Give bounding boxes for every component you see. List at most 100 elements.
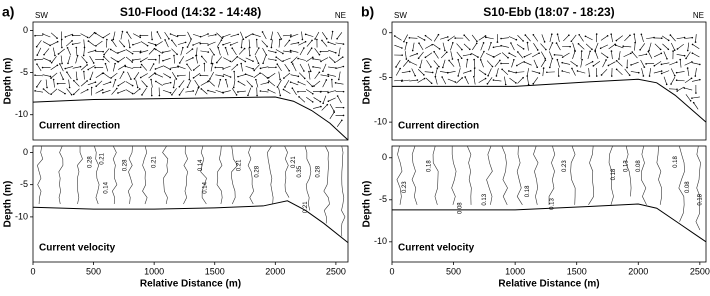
- contour-line: [502, 146, 508, 205]
- arrow-head: [150, 79, 152, 81]
- vector-arrow: [61, 40, 62, 48]
- vector-arrow: [278, 32, 282, 39]
- arrow-head: [591, 49, 593, 51]
- contour-line: [201, 146, 207, 204]
- arrow-head: [129, 47, 131, 49]
- contour-label: 0.21: [100, 152, 106, 164]
- vector-arrow: [279, 88, 281, 96]
- arrow-head: [56, 37, 58, 39]
- contour-label: 0.13: [482, 193, 488, 205]
- arrow-head: [95, 85, 97, 87]
- contour-label: 0.21: [152, 156, 158, 168]
- vector-arrow: [156, 74, 163, 77]
- vector-arrow: [37, 64, 41, 71]
- contour-line: [163, 146, 168, 204]
- arrow-head: [684, 37, 686, 39]
- arrow-head: [446, 51, 448, 53]
- vector-arrow: [315, 32, 319, 39]
- vector-arrow: [396, 60, 400, 67]
- vector-arrow: [619, 51, 620, 59]
- vector-arrow: [646, 38, 654, 39]
- arrow-head: [49, 60, 51, 62]
- vector-arrow: [501, 46, 509, 48]
- vector-arrow: [43, 89, 49, 94]
- panel-label: b): [361, 4, 374, 20]
- arrow-head: [155, 73, 157, 75]
- vector-arrow: [113, 80, 116, 88]
- vector-arrow: [178, 75, 186, 76]
- contour-label: 0.35: [297, 165, 303, 177]
- contour-label: 0.13: [624, 160, 630, 172]
- vector-arrow: [201, 34, 208, 37]
- vector-arrow: [315, 72, 320, 78]
- contour-label: 0.18: [697, 193, 703, 205]
- vector-arrow: [688, 68, 689, 76]
- arrow-head: [207, 44, 209, 46]
- vector-arrow: [291, 51, 299, 53]
- arrow-head: [62, 78, 64, 80]
- arrow-head: [113, 39, 115, 41]
- arrow-head: [447, 72, 449, 74]
- vector-arrow: [118, 81, 125, 85]
- arrow-head: [524, 56, 526, 58]
- vector-arrow: [262, 41, 267, 47]
- vector-arrow: [268, 59, 276, 60]
- arrow-head: [222, 75, 224, 77]
- contour-label: 0.14: [198, 159, 204, 171]
- arrow-head: [290, 51, 292, 53]
- arrow-head: [674, 49, 676, 51]
- vector-arrow: [178, 35, 186, 36]
- arrow-head: [433, 51, 435, 53]
- arrow-head: [473, 59, 475, 61]
- arrow-head: [626, 67, 628, 69]
- vector-arrow: [339, 72, 340, 80]
- arrow-head: [170, 33, 172, 35]
- arrow-head: [190, 38, 192, 40]
- arrow-head: [691, 61, 693, 63]
- vector-arrow: [395, 36, 402, 40]
- arrow-head: [312, 86, 314, 88]
- arrow-head: [302, 39, 304, 41]
- vector-arrow: [223, 58, 230, 62]
- arrow-head: [523, 61, 525, 63]
- contour-line: [452, 146, 456, 205]
- vector-arrow: [307, 40, 312, 46]
- vector-arrow: [254, 73, 260, 78]
- arrow-head: [455, 81, 457, 83]
- arrow-head: [154, 48, 156, 50]
- vector-arrow: [133, 59, 141, 60]
- vector-arrow: [276, 50, 283, 54]
- arrow-head: [409, 61, 411, 63]
- arrow-head: [124, 46, 126, 48]
- arrow-head: [523, 48, 525, 50]
- vector-arrow: [44, 48, 49, 54]
- panel-label: a): [2, 4, 14, 20]
- vector-arrow: [527, 68, 528, 76]
- arrow-head: [408, 60, 410, 62]
- arrow-head: [132, 85, 134, 87]
- vector-arrow: [231, 65, 237, 70]
- arrow-head: [312, 58, 314, 60]
- vector-arrow: [174, 56, 175, 64]
- arrow-head: [171, 40, 173, 42]
- vector-arrow: [336, 66, 344, 68]
- vector-arrow: [694, 103, 698, 110]
- vector-arrow: [104, 48, 109, 54]
- vector-arrow: [238, 81, 245, 85]
- x-tick-label: 500: [86, 266, 101, 276]
- vector-arrow: [140, 50, 148, 52]
- vector-arrow: [148, 42, 156, 44]
- arrow-head: [110, 49, 112, 51]
- arrow-head: [474, 67, 476, 69]
- vector-arrow: [65, 34, 72, 37]
- vector-arrow: [562, 71, 570, 73]
- vector-arrow: [193, 42, 200, 45]
- x-tick-label: 2500: [690, 266, 710, 276]
- contour-line: [37, 146, 42, 204]
- vector-arrow: [185, 91, 193, 92]
- chart-title: S10-Ebb (18:07 - 18:23): [483, 5, 614, 19]
- vector-arrow: [581, 60, 582, 68]
- vector-arrow: [692, 63, 700, 65]
- arrow-head: [80, 66, 82, 68]
